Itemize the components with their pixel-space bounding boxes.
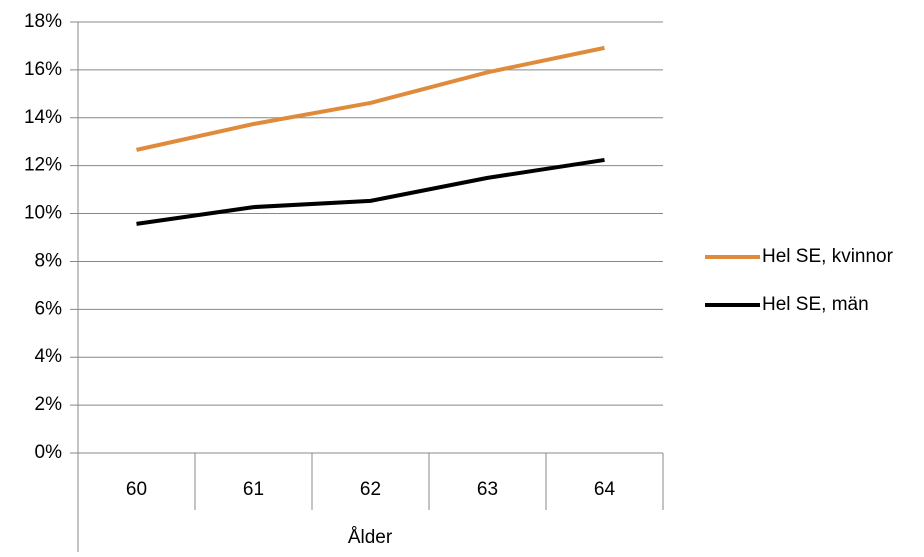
y-tick-label: 6%	[35, 298, 63, 319]
x-tick-label: 60	[126, 479, 147, 500]
x-tick-label: 62	[360, 479, 381, 500]
x-tick-label: 61	[243, 479, 264, 500]
y-tick-label: 2%	[35, 394, 63, 415]
x-tick-label: 64	[594, 479, 616, 500]
legend-label: Hel SE, kvinnor	[762, 246, 894, 267]
x-tick-label: 63	[477, 479, 498, 500]
data-line	[136, 157, 605, 226]
y-tick-label: 14%	[24, 107, 62, 128]
legend-label: Hel SE, män	[762, 294, 869, 315]
y-tick-label: 16%	[24, 59, 62, 80]
y-tick-label: 8%	[35, 250, 63, 271]
y-tick-label: 12%	[24, 155, 62, 176]
data-line	[136, 45, 605, 152]
y-tick-label: 0%	[35, 442, 63, 463]
y-tick-label: 18%	[24, 11, 62, 32]
x-axis-title: Ålder	[348, 527, 393, 548]
y-tick-label: 10%	[24, 203, 62, 224]
y-tick-label: 4%	[35, 346, 63, 367]
